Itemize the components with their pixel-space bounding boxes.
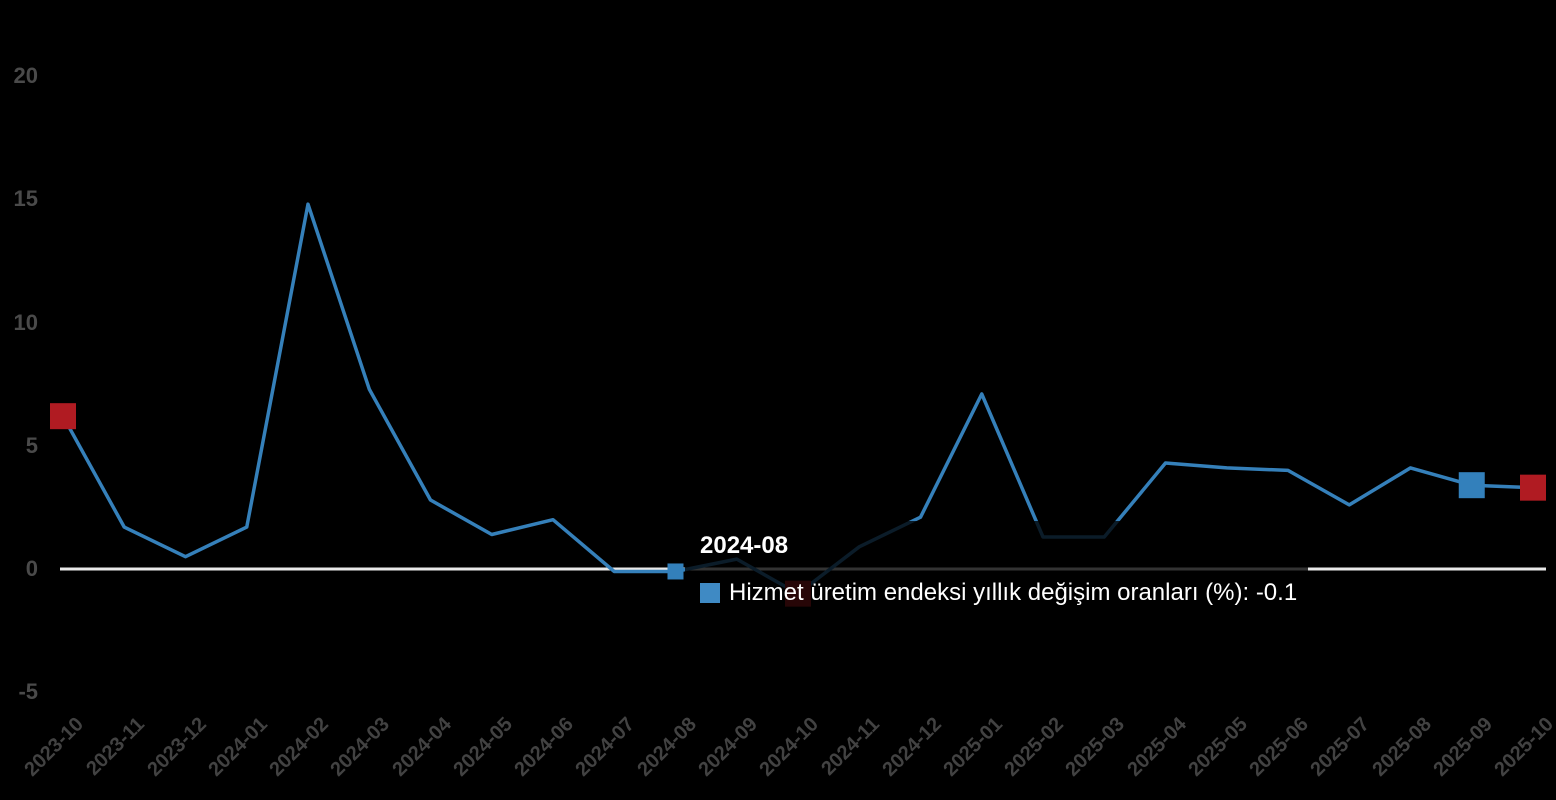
tooltip-series-text: Hizmet üretim endeksi yıllık değişim ora… — [729, 579, 1298, 606]
series-legend-square-icon — [700, 583, 720, 603]
data-point-marker-red-2023-10[interactable] — [50, 403, 76, 430]
data-point-marker-red-2025-10[interactable] — [1520, 474, 1546, 501]
y-axis-label: 20 — [13, 63, 38, 88]
tooltip-header: 2024-08 — [700, 532, 789, 559]
data-point-marker-blue-2025-09[interactable] — [1458, 472, 1485, 499]
y-axis-label: 5 — [25, 432, 38, 458]
tooltip-series-row: Hizmet üretim endeksi yıllık değişim ora… — [700, 580, 1308, 606]
y-axis-label: 10 — [13, 309, 38, 335]
y-axis-label: -5 — [18, 679, 38, 705]
y-axis-label: 15 — [13, 186, 38, 212]
y-axis-label: 0 — [25, 556, 38, 581]
tooltip: 2024-08 Hizmet üretim endeksi yıllık değ… — [685, 521, 1308, 620]
hovered-point-marker-2024-08[interactable] — [667, 563, 684, 580]
